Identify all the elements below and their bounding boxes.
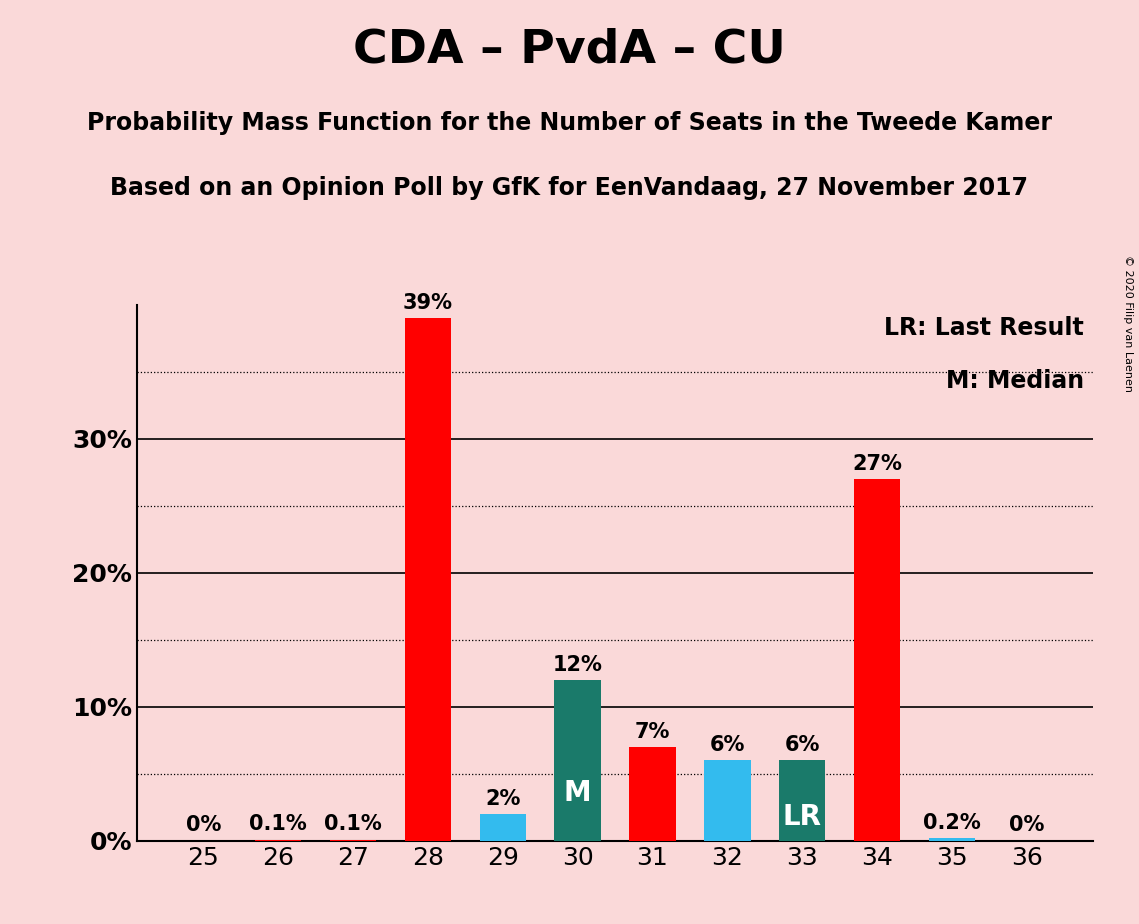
Bar [779, 760, 826, 841]
Text: 0%: 0% [1009, 816, 1044, 835]
Text: 27%: 27% [852, 454, 902, 474]
Text: 0.1%: 0.1% [325, 814, 382, 834]
Text: 0.2%: 0.2% [923, 813, 981, 833]
Text: 2%: 2% [485, 789, 521, 808]
Text: 0%: 0% [186, 816, 221, 835]
Text: 0.1%: 0.1% [249, 814, 308, 834]
Text: Based on an Opinion Poll by GfK for EenVandaag, 27 November 2017: Based on an Opinion Poll by GfK for EenV… [110, 176, 1029, 200]
Bar [854, 480, 900, 841]
Text: LR: Last Result: LR: Last Result [884, 316, 1084, 340]
Text: LR: LR [782, 803, 821, 831]
Text: CDA – PvdA – CU: CDA – PvdA – CU [353, 28, 786, 73]
Bar [330, 840, 376, 841]
Bar [555, 680, 601, 841]
Text: 6%: 6% [785, 736, 820, 755]
Bar [255, 840, 302, 841]
Bar [629, 747, 675, 841]
Text: 12%: 12% [552, 655, 603, 675]
Text: M: Median: M: Median [945, 370, 1084, 394]
Text: 39%: 39% [403, 293, 453, 313]
Text: © 2020 Filip van Laenen: © 2020 Filip van Laenen [1123, 255, 1133, 392]
Bar [480, 814, 526, 841]
Bar [404, 319, 451, 841]
Text: M: M [564, 779, 591, 807]
Bar [928, 838, 975, 841]
Text: 7%: 7% [634, 722, 670, 742]
Text: Probability Mass Function for the Number of Seats in the Tweede Kamer: Probability Mass Function for the Number… [87, 111, 1052, 135]
Bar [704, 760, 751, 841]
Text: 6%: 6% [710, 736, 745, 755]
